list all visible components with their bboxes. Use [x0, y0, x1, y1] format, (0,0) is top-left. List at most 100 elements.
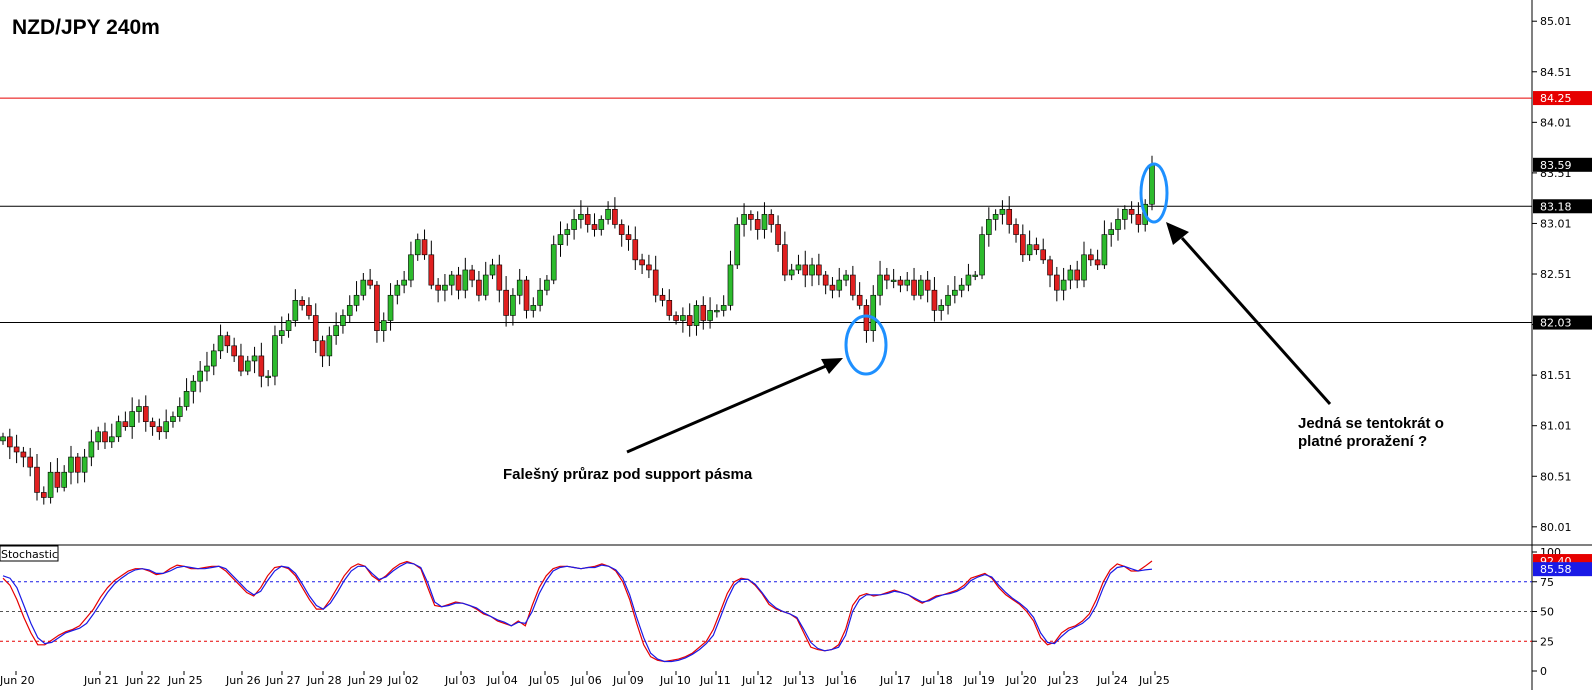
- candle-body: [122, 421, 129, 428]
- candle-body: [1033, 244, 1040, 251]
- candle: [482, 261, 489, 301]
- candle: [992, 209, 999, 231]
- candle-body: [829, 284, 836, 291]
- candle: [1047, 255, 1053, 288]
- candle: [802, 250, 809, 288]
- candle: [659, 288, 666, 307]
- candle-body: [673, 315, 679, 321]
- candle: [550, 235, 557, 285]
- candle-body: [149, 421, 156, 428]
- stoch-series-d: [2, 562, 1153, 663]
- candle-body: [1026, 244, 1033, 256]
- candle: [435, 278, 441, 303]
- candle: [272, 325, 278, 386]
- candle-body: [537, 289, 543, 306]
- candle: [741, 203, 747, 237]
- candle-body: [183, 391, 190, 407]
- candle: [442, 274, 448, 302]
- candle-body: [693, 305, 700, 326]
- candle: [319, 335, 326, 368]
- candle: [625, 225, 632, 251]
- candle: [918, 275, 924, 300]
- candle: [972, 270, 979, 281]
- candle: [428, 240, 435, 290]
- candle-body: [95, 431, 101, 443]
- candle-body: [142, 406, 149, 422]
- candle: [979, 226, 985, 280]
- candle: [680, 307, 686, 333]
- candle: [714, 304, 720, 318]
- candle: [6, 428, 13, 460]
- candle: [1040, 238, 1047, 264]
- candle-body: [897, 279, 904, 286]
- candle-body: [734, 224, 741, 266]
- candle-body: [1047, 259, 1053, 276]
- candle: [27, 447, 33, 477]
- candle: [775, 215, 781, 252]
- candle: [346, 295, 353, 323]
- candle: [1054, 266, 1060, 302]
- candle: [20, 446, 27, 468]
- candle: [564, 223, 571, 246]
- candle-body: [163, 421, 169, 433]
- candle-body: [618, 224, 625, 235]
- candle: [333, 312, 339, 345]
- candle: [496, 254, 503, 303]
- candle-body: [299, 300, 305, 306]
- time-tick-label: Jul 20: [1005, 674, 1037, 687]
- candle-body: [428, 254, 435, 286]
- candle: [605, 201, 611, 225]
- candle: [360, 273, 367, 301]
- chart-title: NZD/JPY 240m: [12, 16, 160, 39]
- candle-body: [768, 214, 775, 225]
- candle-body: [843, 274, 849, 281]
- time-tick-label: Jul 12: [741, 674, 773, 687]
- candle-body: [1135, 214, 1142, 225]
- candle: [829, 277, 836, 299]
- candle-body: [632, 239, 639, 261]
- candle-body: [986, 219, 992, 235]
- candle-body: [380, 320, 387, 331]
- candle: [394, 280, 401, 305]
- candle: [788, 263, 795, 281]
- candle: [224, 331, 231, 353]
- candle: [142, 395, 149, 432]
- candle-body: [482, 274, 489, 296]
- stochastic-label-box: [0, 545, 59, 562]
- candle: [197, 360, 203, 393]
- time-tick-label: Jun 29: [347, 674, 383, 687]
- candle-body: [1020, 234, 1026, 256]
- candle-body: [251, 355, 258, 362]
- candle-body: [727, 264, 734, 306]
- candle: [401, 270, 407, 294]
- stoch-tick-label: 25: [1540, 635, 1554, 648]
- candle: [244, 355, 251, 376]
- price-tick-label: 84.01: [1540, 116, 1572, 129]
- candle: [782, 231, 788, 282]
- candle-body: [489, 264, 496, 276]
- time-tick-label: Jul 18: [921, 674, 953, 687]
- candle-body: [448, 274, 455, 286]
- candle: [61, 465, 67, 492]
- candle-body: [605, 208, 611, 220]
- candle: [870, 285, 877, 342]
- candle-body: [1074, 269, 1081, 281]
- time-tick-label: Jul 02: [387, 674, 419, 687]
- candle-body: [1081, 254, 1087, 281]
- candle-body: [455, 274, 462, 291]
- candle-body: [816, 264, 822, 276]
- candle-body: [244, 360, 251, 372]
- candle: [102, 422, 108, 449]
- candle-body: [1108, 229, 1115, 235]
- price-tick-label: 81.01: [1540, 420, 1572, 433]
- candle: [1026, 230, 1033, 261]
- candle-body: [224, 335, 231, 347]
- candle-body: [584, 214, 591, 225]
- candle-body: [346, 305, 353, 316]
- candle: [1074, 260, 1081, 289]
- candle-body: [544, 279, 550, 291]
- price-tags: 84.25 83.59 83.18 82.03: [1533, 91, 1592, 330]
- candle-body: [27, 456, 33, 468]
- candle: [598, 215, 605, 236]
- candle: [612, 197, 618, 229]
